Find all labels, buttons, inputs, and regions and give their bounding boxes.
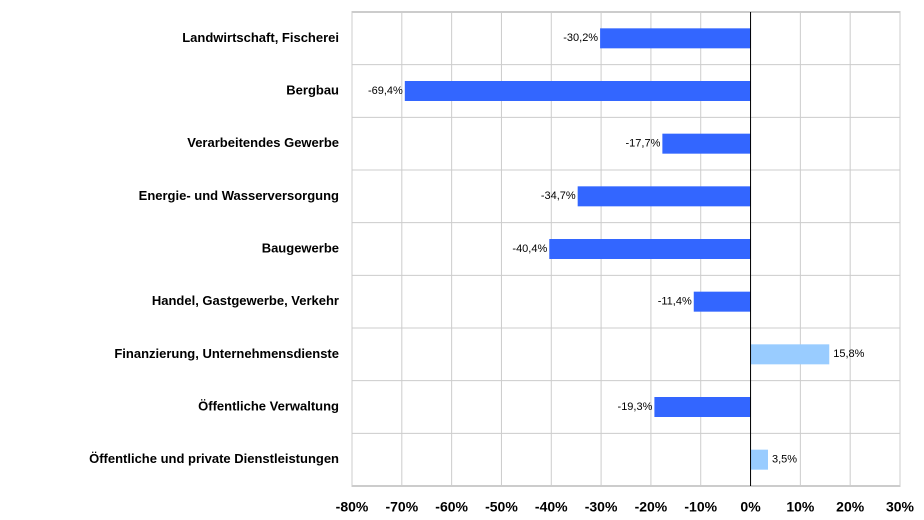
value-label: -69,4%	[368, 85, 403, 97]
bar	[549, 239, 751, 259]
category-label: Finanzierung, Unternehmensdienste	[114, 346, 339, 361]
bar	[750, 449, 768, 470]
value-label: -19,3%	[618, 401, 653, 413]
x-tick-label: 0%	[740, 499, 761, 515]
bar	[577, 186, 751, 207]
value-label: -11,4%	[658, 296, 692, 308]
x-tick-label: -80%	[336, 499, 369, 515]
x-tick-label: 10%	[786, 499, 815, 515]
x-tick-label: 20%	[836, 499, 865, 515]
bar	[404, 81, 751, 101]
bar	[600, 28, 751, 49]
value-label: -30,2%	[563, 32, 598, 44]
category-label: Energie- und Wasserversorgung	[139, 188, 339, 203]
x-tick-label: 30%	[886, 499, 915, 515]
x-tick-label: -30%	[585, 499, 618, 515]
category-label: Öffentliche und private Dienstleistungen	[89, 451, 339, 466]
bar	[693, 291, 751, 312]
value-label: -17,7%	[626, 138, 661, 150]
x-tick-label: -20%	[635, 499, 668, 515]
value-label: 3,5%	[772, 454, 797, 466]
bar	[662, 133, 751, 154]
x-tick-label: -60%	[435, 499, 468, 515]
bar	[654, 397, 751, 417]
value-label: 15,8%	[833, 348, 864, 360]
category-label: Bergbau	[286, 82, 339, 97]
bar	[750, 344, 830, 365]
category-label: Landwirtschaft, Fischerei	[182, 30, 339, 45]
category-label: Handel, Gastgewerbe, Verkehr	[152, 293, 339, 308]
x-tick-label: -40%	[535, 499, 568, 515]
value-label: -34,7%	[541, 190, 576, 202]
x-tick-label: -50%	[485, 499, 518, 515]
category-label: Öffentliche Verwaltung	[198, 398, 339, 413]
category-label: Verarbeitendes Gewerbe	[187, 135, 339, 150]
value-label: -40,4%	[512, 243, 547, 255]
x-tick-label: -70%	[385, 499, 418, 515]
x-tick-label: -10%	[684, 499, 717, 515]
category-label: Baugewerbe	[262, 240, 339, 255]
